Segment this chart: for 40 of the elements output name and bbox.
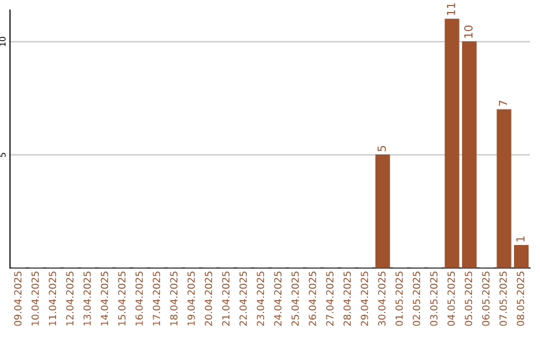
x-tick-label: 19.04.2025 — [187, 272, 195, 326]
bar — [496, 109, 512, 268]
bar — [462, 41, 477, 268]
x-tick-label: 02.05.2025 — [412, 272, 420, 326]
data-label: 7 — [498, 100, 508, 106]
x-tick-label: 29.04.2025 — [360, 272, 368, 326]
x-tick-label: 28.04.2025 — [343, 272, 351, 326]
data-label: 5 — [378, 146, 386, 152]
x-tick-label: 21.04.2025 — [222, 272, 230, 326]
x-tick-label: 25.04.2025 — [291, 272, 299, 326]
x-tick-label: 12.04.2025 — [66, 272, 74, 326]
x-tick-label: 09.04.2025 — [14, 272, 22, 326]
x-tick-label: 08.05.2025 — [516, 272, 524, 326]
x-tick-label: 23.04.2025 — [256, 272, 264, 326]
x-tick-label: 11.04.2025 — [48, 272, 56, 326]
x-tick-label: 22.04.2025 — [239, 272, 247, 326]
bar — [375, 154, 390, 268]
x-tick-label: 20.04.2025 — [204, 272, 212, 326]
x-tick-label: 07.05.2025 — [499, 272, 507, 326]
data-label: 10 — [464, 26, 473, 38]
data-label: 11 — [446, 3, 456, 16]
x-tick-label: 04.05.2025 — [447, 272, 455, 326]
x-tick-label: 03.05.2025 — [430, 272, 438, 326]
x-tick-label: 30.04.2025 — [378, 272, 386, 326]
bar — [514, 245, 529, 268]
x-tick-label: 27.04.2025 — [326, 272, 334, 326]
x-tick-label: 14.04.2025 — [100, 272, 108, 326]
x-tick-label: 26.04.2025 — [308, 272, 316, 326]
x-tick-label: 15.04.2025 — [118, 272, 126, 326]
x-tick-label: 10.04.2025 — [31, 272, 39, 326]
bar — [444, 18, 460, 268]
x-tick-label: 16.04.2025 — [135, 272, 143, 326]
data-label: 1 — [516, 236, 524, 242]
x-tick-label: 01.05.2025 — [395, 272, 403, 326]
x-tick-label: 17.04.2025 — [152, 272, 160, 326]
x-tick-label: 24.04.2025 — [274, 272, 282, 326]
x-tick-label: 06.05.2025 — [482, 272, 490, 326]
x-tick-label: 18.04.2025 — [170, 272, 178, 326]
x-tick-label: 13.04.2025 — [83, 272, 91, 326]
x-tick-label: 05.05.2025 — [464, 272, 472, 326]
